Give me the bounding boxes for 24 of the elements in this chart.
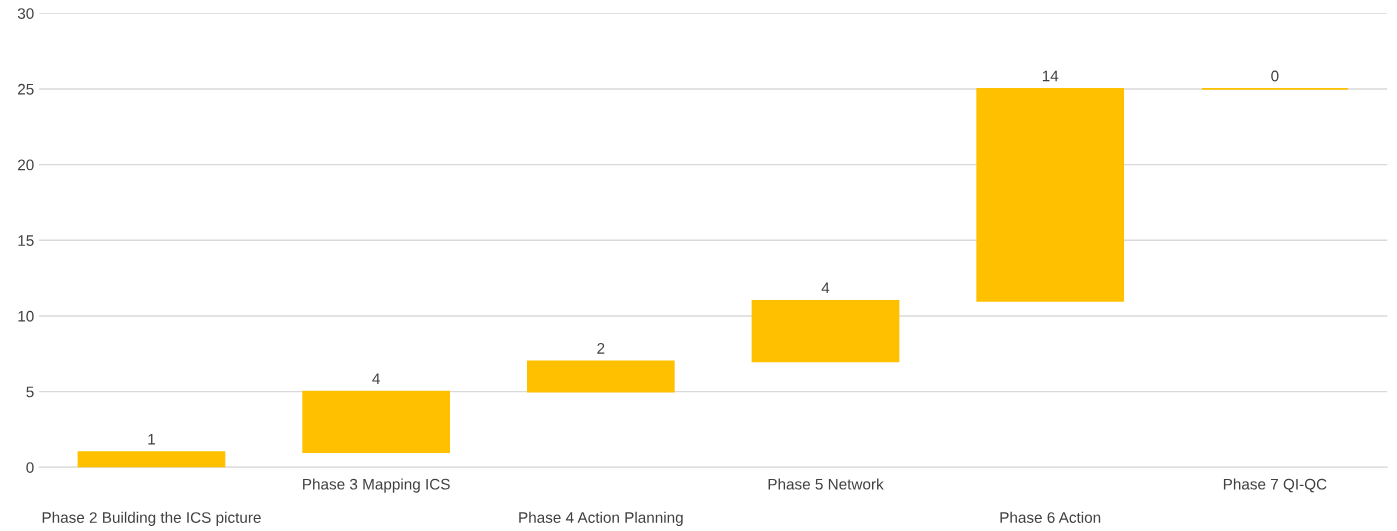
x-tick-label: Phase 5 Network	[768, 478, 884, 490]
data-label: 14	[1042, 70, 1059, 82]
bar	[976, 88, 1125, 302]
x-tick-label: Phase 3 Mapping ICS	[303, 478, 450, 493]
data-label: 4	[372, 373, 380, 384]
bar	[302, 390, 450, 453]
y-tick-label: 0	[26, 462, 34, 473]
x-tick-label: Phase 7 QI-QC	[1223, 478, 1327, 493]
y-tick-label: 25	[18, 83, 34, 95]
x-tick-label: Phase 6 Action	[1000, 511, 1101, 523]
bar	[526, 360, 675, 393]
x-tick-label: Phase 4 Action Planning	[519, 511, 683, 526]
data-label: 0	[1271, 70, 1279, 82]
y-tick-label: 15	[18, 235, 34, 246]
bar	[751, 299, 900, 363]
y-tick-label: 20	[18, 159, 34, 171]
data-label: 2	[597, 342, 605, 354]
y-tick-label: 30	[17, 8, 34, 19]
x-tick-label: Phase 2 Building the ICS picture	[42, 511, 261, 526]
y-tick-label: 10	[18, 310, 34, 322]
data-label: 4	[821, 282, 830, 294]
bar	[77, 451, 226, 468]
y-tick-label: 5	[26, 386, 34, 398]
data-label: 1	[148, 433, 155, 445]
